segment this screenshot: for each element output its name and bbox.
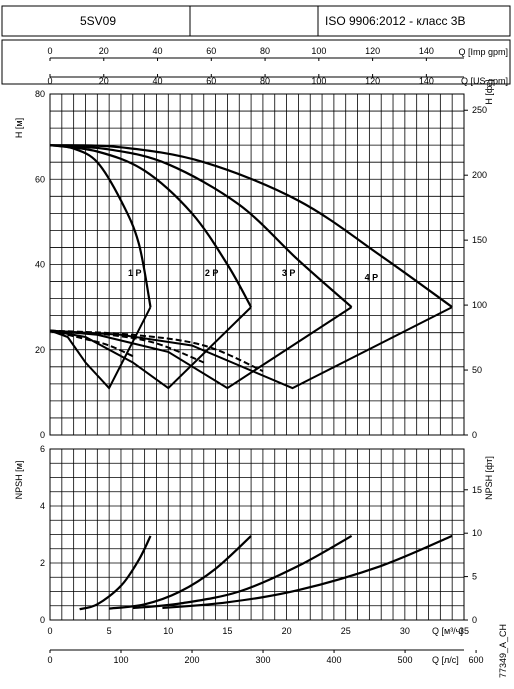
- header-box: [1, 5, 511, 37]
- imp-tick-label: 120: [365, 46, 380, 56]
- npsh-curve-1p: [79, 535, 152, 611]
- q-ls-tick-label: 300: [256, 655, 271, 665]
- npsh-curve-3p: [132, 534, 353, 610]
- imp-tick-label: 140: [419, 46, 434, 56]
- dashed-curve-2p: [49, 329, 205, 364]
- q-m3h-tick-label: 35: [459, 626, 469, 636]
- curve-label-2p: 2 P: [205, 268, 219, 278]
- head-left-tick-label: 80: [35, 89, 45, 99]
- q-ls-tick-label: 600: [469, 655, 484, 665]
- head-left-tick-label: 60: [35, 174, 45, 184]
- head-curve-4p: [49, 144, 453, 308]
- us-axis-label: Q [US gpm]: [461, 76, 508, 86]
- q-m3h-tick-label: 0: [47, 626, 52, 636]
- npsh-curve-2p: [108, 535, 252, 610]
- us-tick-label: 0: [47, 76, 52, 86]
- q-m3h-tick-label: 5: [107, 626, 112, 636]
- efficiency-curve-4p: [49, 306, 453, 390]
- npsh-left-tick-label: 4: [40, 501, 45, 511]
- npsh-left-axis-label: NPSH [м]: [14, 461, 24, 500]
- head-right-tick-label: 50: [472, 365, 482, 375]
- standard-title: ISO 9906:2012 - класс 3В: [325, 14, 465, 28]
- top-axes: 0 20 40 60 80 100 120 140 Q [Imp gpm] 0 20 40 60 80 10…: [47, 46, 508, 86]
- model-title: 5SV09: [80, 14, 116, 28]
- q-m3h-tick-label: 20: [282, 626, 292, 636]
- us-tick-label: 80: [260, 76, 270, 86]
- us-tick-label: 20: [99, 76, 109, 86]
- q-m3h-tick-label: 30: [400, 626, 410, 636]
- imp-tick-label: 80: [260, 46, 270, 56]
- bottom-axes: 0 5 10 15 20 25 30 35Q [м³/ч] 0 100 200 300 400 500 60…: [47, 626, 483, 665]
- efficiency-curve-1p: [49, 306, 152, 390]
- head-right-tick-label: 150: [472, 235, 487, 245]
- head-curve-3p: [49, 144, 353, 308]
- top-axes-box: [1, 39, 511, 85]
- us-tick-label: 140: [419, 76, 434, 86]
- npsh-left-tick-label: 2: [40, 558, 45, 568]
- curve-label-1p: 1 P: [128, 268, 142, 278]
- head-right-tick-label: 0: [472, 430, 477, 440]
- head-curve-1p: [49, 144, 152, 308]
- q-m3h-tick-label: 25: [341, 626, 351, 636]
- q-m3h-tick-label: 15: [222, 626, 232, 636]
- npsh-right-tick-label: 10: [472, 528, 482, 538]
- us-tick-label: 60: [206, 76, 216, 86]
- head-right-tick-label: 200: [472, 170, 487, 180]
- npsh-chart: 0 2 4 6 NPSH [м] 0 5 10 15 NPSH [фт]: [14, 444, 494, 625]
- curve-label-3p: 3 P: [282, 268, 296, 278]
- head-curve-2p: [49, 144, 253, 308]
- efficiency-curve-3p: [49, 306, 353, 390]
- q-m3h-axis-label: Q [м³/ч]: [432, 626, 463, 636]
- imp-tick-label: 100: [311, 46, 326, 56]
- npsh-right-tick-label: 0: [472, 615, 477, 625]
- imp-tick-label: 20: [99, 46, 109, 56]
- npsh-left-tick-label: 0: [40, 615, 45, 625]
- imp-axis-label: Q [Imp gpm]: [458, 47, 508, 57]
- drawing-code: 77349_A_CH: [498, 624, 508, 678]
- imp-tick-label: 0: [47, 46, 52, 56]
- head-right-axis-label: H [фт]: [484, 79, 494, 104]
- q-ls-tick-label: 100: [113, 655, 128, 665]
- q-ls-tick-label: 400: [327, 655, 342, 665]
- curve-label-4p: 4 P: [365, 272, 379, 282]
- npsh-right-axis-label: NPSH [фт]: [484, 456, 494, 500]
- dashed-curve-1p: [49, 329, 134, 358]
- head-left-axis-label: H [м]: [14, 118, 24, 138]
- head-left-tick-label: 40: [35, 260, 45, 270]
- head-right-tick-label: 250: [472, 105, 487, 115]
- efficiency-curve-2p: [49, 306, 252, 390]
- head-right-tick-label: 100: [472, 300, 487, 310]
- npsh-right-tick-label: 15: [472, 485, 482, 495]
- npsh-right-tick-label: 5: [472, 572, 477, 582]
- dashed-curve-3p: [49, 329, 264, 373]
- imp-tick-label: 60: [206, 46, 216, 56]
- head-left-tick-label: 20: [35, 345, 45, 355]
- head-left-tick-label: 0: [40, 430, 45, 440]
- us-tick-label: 40: [153, 76, 163, 86]
- q-ls-tick-label: 0: [47, 655, 52, 665]
- q-ls-tick-label: 500: [398, 655, 413, 665]
- q-m3h-tick-label: 10: [163, 626, 173, 636]
- q-ls-tick-label: 200: [185, 655, 200, 665]
- npsh-curve-4p: [162, 534, 453, 610]
- imp-tick-label: 40: [153, 46, 163, 56]
- npsh-left-tick-label: 6: [40, 444, 45, 454]
- us-tick-label: 120: [365, 76, 380, 86]
- us-tick-label: 100: [311, 76, 326, 86]
- q-ls-axis-label: Q [л/с]: [432, 655, 459, 665]
